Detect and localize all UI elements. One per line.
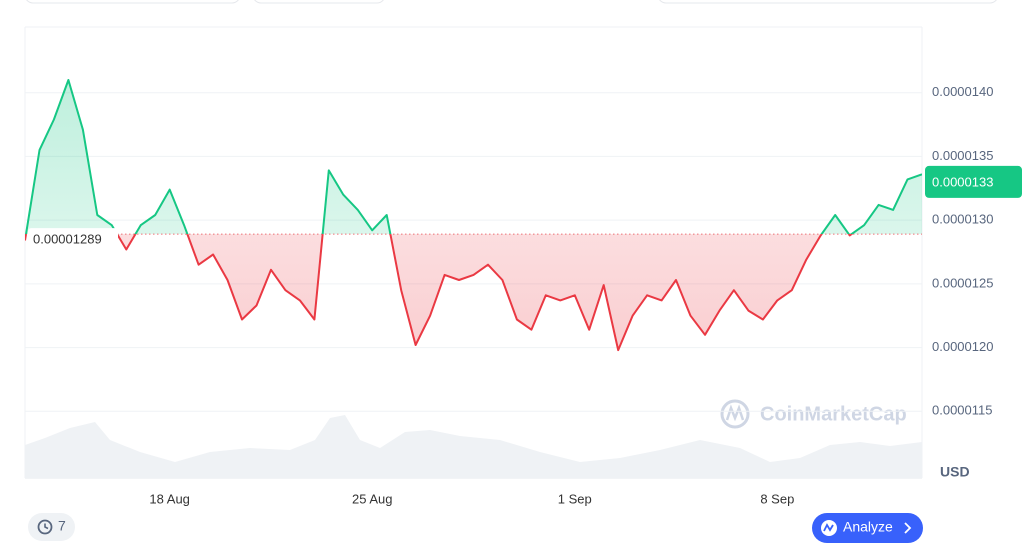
history-count: 7 — [58, 518, 66, 534]
y-tick-label: 0.0000135 — [932, 148, 993, 163]
price-line-down — [25, 234, 854, 352]
x-tick-label: 8 Sep — [760, 491, 794, 506]
history-badge[interactable]: 7 — [28, 513, 75, 541]
x-tick-label: 18 Aug — [149, 491, 190, 506]
current-price-label: 0.0000133 — [932, 174, 993, 189]
y-tick-label: 0.0000140 — [932, 84, 993, 99]
analyze-button[interactable]: Analyze — [812, 513, 923, 543]
y-tick-label: 0.0000120 — [932, 339, 993, 354]
tab[interactable] — [253, 0, 385, 4]
x-tick-label: 1 Sep — [558, 491, 592, 506]
baseline-label: 0.00001289 — [33, 232, 102, 247]
y-tick-label: 0.0000125 — [932, 275, 993, 290]
y-tick-label: 0.0000115 — [932, 403, 993, 418]
analyze-label: Analyze — [843, 519, 893, 535]
area-up — [25, 80, 922, 235]
current-price-badge — [925, 165, 1022, 198]
tab[interactable] — [25, 0, 240, 4]
plot: 0.0000115 0.0000120 0.0000125 0.0000130 0.00… — [25, 79, 1022, 506]
watermark: CoinMarketCap — [720, 399, 907, 429]
watermark-text: CoinMarketCap — [760, 403, 907, 425]
tab[interactable] — [658, 0, 998, 4]
x-tick-label: 25 Aug — [352, 491, 393, 506]
baseline-label-box — [28, 228, 118, 253]
volume-area — [25, 415, 922, 478]
price-line-up — [25, 79, 922, 235]
y-tick-label: 0.0000130 — [932, 212, 993, 227]
currency-label: USD — [940, 464, 970, 480]
